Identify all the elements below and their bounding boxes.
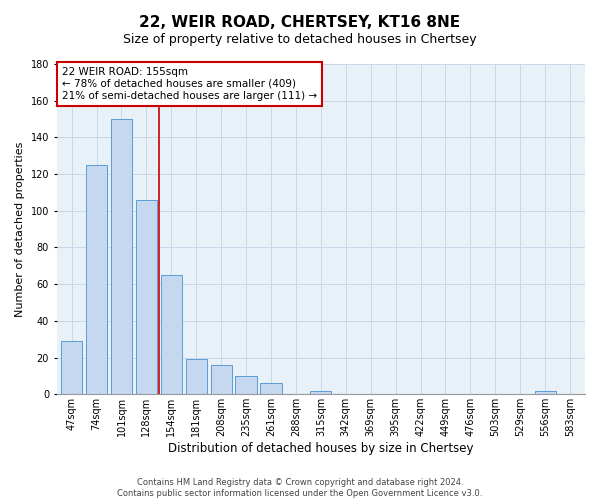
Bar: [86, 165, 107, 394]
Bar: [161, 275, 182, 394]
Text: Size of property relative to detached houses in Chertsey: Size of property relative to detached ho…: [123, 32, 477, 46]
Bar: [535, 390, 556, 394]
Bar: [61, 341, 82, 394]
Bar: [111, 119, 132, 394]
X-axis label: Distribution of detached houses by size in Chertsey: Distribution of detached houses by size …: [168, 442, 473, 455]
Text: 22, WEIR ROAD, CHERTSEY, KT16 8NE: 22, WEIR ROAD, CHERTSEY, KT16 8NE: [139, 15, 461, 30]
Bar: [185, 360, 207, 394]
Bar: [235, 376, 257, 394]
Text: Contains HM Land Registry data © Crown copyright and database right 2024.
Contai: Contains HM Land Registry data © Crown c…: [118, 478, 482, 498]
Y-axis label: Number of detached properties: Number of detached properties: [15, 142, 25, 317]
Bar: [211, 365, 232, 394]
Text: 22 WEIR ROAD: 155sqm
← 78% of detached houses are smaller (409)
21% of semi-deta: 22 WEIR ROAD: 155sqm ← 78% of detached h…: [62, 68, 317, 100]
Bar: [310, 390, 331, 394]
Bar: [136, 200, 157, 394]
Bar: [260, 384, 281, 394]
